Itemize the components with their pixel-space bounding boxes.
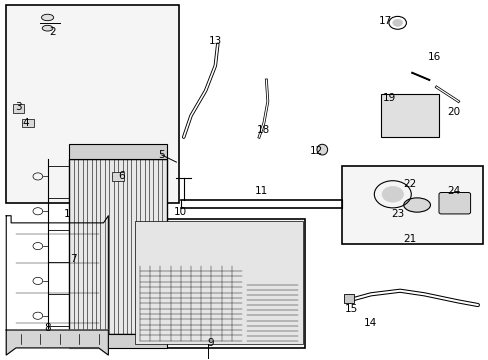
Text: 24: 24 — [446, 186, 459, 196]
Text: 10: 10 — [173, 207, 186, 217]
Bar — [341, 166, 482, 244]
Text: 20: 20 — [446, 107, 459, 117]
Text: 22: 22 — [403, 179, 416, 189]
Text: 23: 23 — [390, 209, 404, 219]
Text: 18: 18 — [256, 125, 269, 135]
Bar — [380, 94, 438, 137]
Text: 12: 12 — [309, 147, 323, 157]
Bar — [22, 118, 34, 127]
Text: 2: 2 — [49, 27, 56, 37]
Text: 19: 19 — [382, 93, 395, 103]
Text: 11: 11 — [254, 186, 267, 196]
Text: 17: 17 — [378, 16, 391, 26]
Polygon shape — [6, 330, 108, 355]
Bar — [69, 158, 166, 334]
Bar — [135, 221, 302, 344]
Ellipse shape — [42, 25, 53, 31]
Text: 16: 16 — [427, 52, 440, 62]
Bar — [132, 219, 305, 348]
Text: 14: 14 — [364, 318, 377, 328]
Text: 7: 7 — [70, 253, 77, 264]
Ellipse shape — [316, 144, 327, 155]
Text: 3: 3 — [15, 102, 21, 112]
Text: 1: 1 — [63, 209, 70, 219]
Text: 15: 15 — [344, 303, 357, 314]
Text: 6: 6 — [119, 171, 125, 181]
Bar — [13, 104, 24, 113]
Ellipse shape — [41, 14, 54, 21]
Text: 4: 4 — [22, 118, 29, 128]
Text: 8: 8 — [44, 323, 51, 333]
Bar — [344, 294, 353, 303]
Text: 9: 9 — [207, 338, 213, 347]
Ellipse shape — [403, 198, 429, 212]
Bar — [69, 334, 166, 348]
Circle shape — [381, 186, 403, 202]
Circle shape — [392, 19, 402, 26]
FancyBboxPatch shape — [438, 193, 469, 214]
Text: 5: 5 — [158, 150, 165, 160]
Bar — [112, 172, 123, 181]
Text: 21: 21 — [403, 234, 416, 244]
Text: 13: 13 — [208, 36, 222, 46]
Bar — [69, 144, 166, 158]
Bar — [6, 5, 179, 203]
